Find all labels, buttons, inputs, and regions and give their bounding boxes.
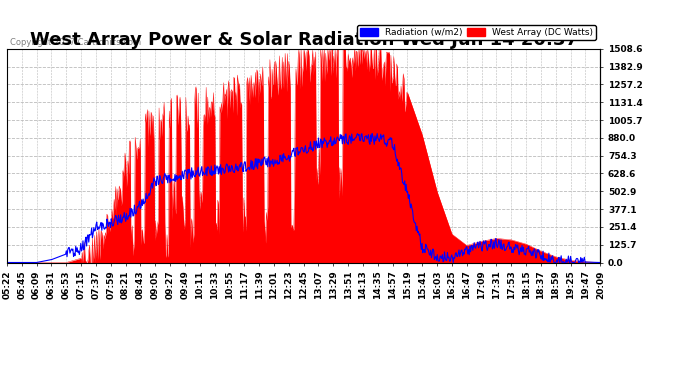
Text: Copyright 2017 Cartronics.com: Copyright 2017 Cartronics.com [10,38,141,46]
Title: West Array Power & Solar Radiation Wed Jun 14 20:37: West Array Power & Solar Radiation Wed J… [30,31,578,49]
Legend: Radiation (w/m2), West Array (DC Watts): Radiation (w/m2), West Array (DC Watts) [357,26,595,40]
